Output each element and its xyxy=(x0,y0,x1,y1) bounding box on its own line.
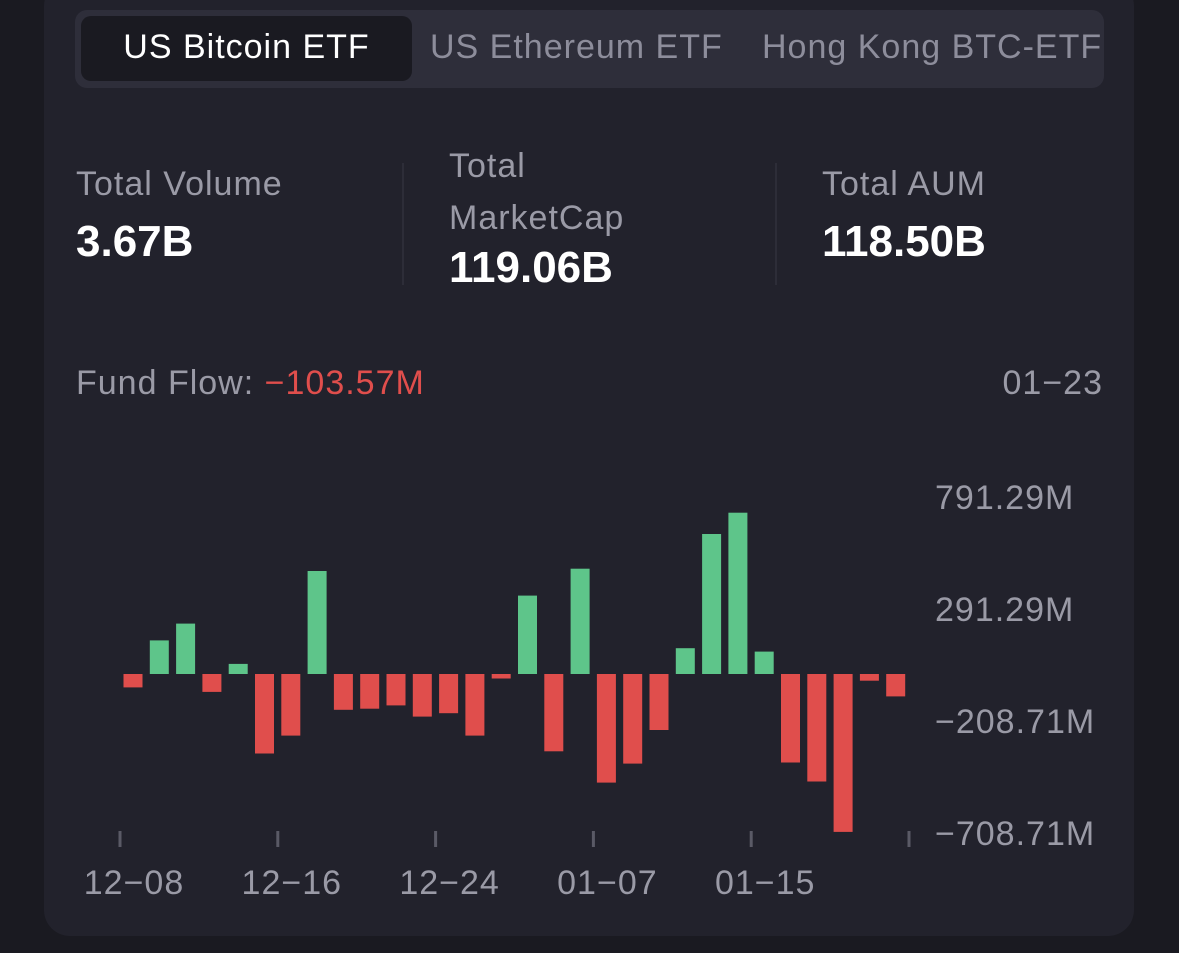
inflow-bar[interactable] xyxy=(702,534,722,674)
outflow-bar[interactable] xyxy=(859,674,879,681)
fund-flow-label: Fund Flow: xyxy=(76,364,255,402)
outflow-bar[interactable] xyxy=(333,674,353,710)
stat-divider xyxy=(775,163,777,285)
x-axis-tick-label: 12−08 xyxy=(84,864,185,902)
x-axis-tick-label: 01−15 xyxy=(715,864,816,902)
outflow-bar[interactable] xyxy=(123,674,143,688)
tab-us-ethereum-etf[interactable]: US Ethereum ETF xyxy=(430,28,723,66)
x-axis-tick-label: 01−07 xyxy=(557,864,658,902)
inflow-bar[interactable] xyxy=(570,568,590,674)
outflow-bar[interactable] xyxy=(781,674,800,763)
x-axis-tick-label: 12−24 xyxy=(399,864,500,902)
total-aum-label: Total AUM xyxy=(822,165,986,203)
total-volume-label: Total Volume xyxy=(76,165,283,203)
outflow-bar[interactable] xyxy=(202,674,222,692)
total-marketcap-value: 119.06B xyxy=(449,243,613,292)
fund-flow-date: 01−23 xyxy=(1002,364,1103,402)
inflow-bar[interactable] xyxy=(728,512,748,674)
y-axis-tick-label: 291.29M xyxy=(935,591,1074,629)
fund-flow-value: −103.57M xyxy=(264,364,425,402)
inflow-bar[interactable] xyxy=(228,663,248,674)
inflow-bar[interactable] xyxy=(176,623,196,674)
etf-card xyxy=(44,0,1134,936)
outflow-bar[interactable] xyxy=(596,674,616,783)
y-axis-tick-label: −208.71M xyxy=(935,703,1095,741)
outflow-bar[interactable] xyxy=(386,674,406,706)
outflow-bar[interactable] xyxy=(491,674,511,679)
tab-hong-kong-btc-etf[interactable]: Hong Kong BTC-ETF xyxy=(762,28,1103,66)
fund-flow-summary: Fund Flow: −103.57M xyxy=(76,364,425,403)
outflow-bar[interactable] xyxy=(886,674,906,697)
inflow-bar[interactable] xyxy=(754,651,774,674)
total-aum-value: 118.50B xyxy=(822,217,986,266)
inflow-bar[interactable] xyxy=(149,640,169,674)
outflow-bar[interactable] xyxy=(439,674,459,714)
total-volume-value: 3.67B xyxy=(76,217,194,266)
outflow-bar[interactable] xyxy=(281,674,301,736)
x-axis-tick-label: 12−16 xyxy=(242,864,343,902)
inflow-bar[interactable] xyxy=(518,595,537,674)
total-marketcap-label: Total MarketCap xyxy=(449,147,625,237)
outflow-bar[interactable] xyxy=(833,674,853,832)
outflow-bar[interactable] xyxy=(465,674,485,736)
inflow-bar[interactable] xyxy=(307,571,327,674)
etf-tab-bar: US Bitcoin ETF US Ethereum ETF Hong Kong… xyxy=(75,10,1104,88)
outflow-bar[interactable] xyxy=(360,674,380,709)
outflow-bar[interactable] xyxy=(412,674,432,717)
stat-divider xyxy=(402,163,404,285)
outflow-bar[interactable] xyxy=(623,674,643,764)
y-axis-tick-label: −708.71M xyxy=(935,815,1095,853)
outflow-bar[interactable] xyxy=(807,674,827,782)
outflow-bar[interactable] xyxy=(544,674,564,752)
tab-us-bitcoin-etf[interactable]: US Bitcoin ETF xyxy=(81,16,412,81)
outflow-bar[interactable] xyxy=(255,674,274,754)
outflow-bar[interactable] xyxy=(649,674,669,730)
inflow-bar[interactable] xyxy=(675,648,695,674)
y-axis-tick-label: 791.29M xyxy=(935,479,1074,517)
